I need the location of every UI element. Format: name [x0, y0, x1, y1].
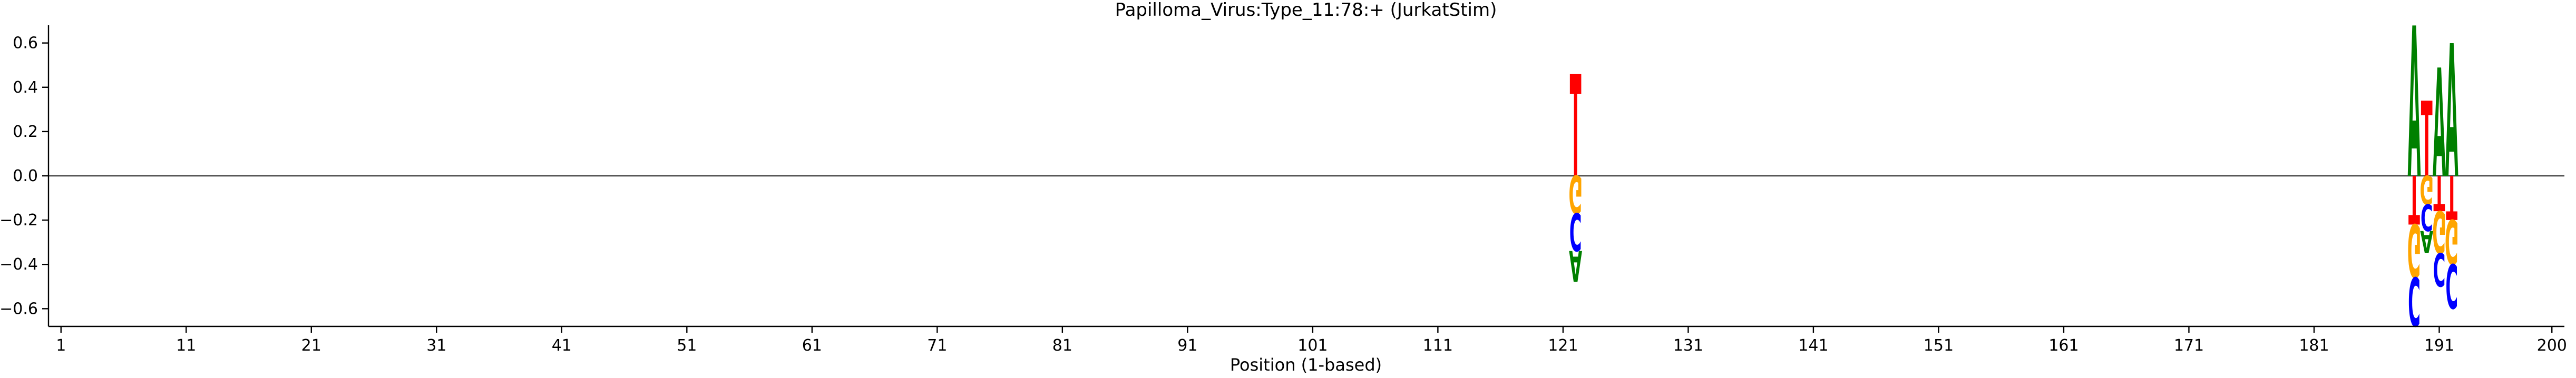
- x-tick-label: 41: [552, 336, 572, 355]
- logo-letter-C: C: [1569, 201, 1582, 261]
- logo-letter-G: G: [2407, 207, 2421, 292]
- logo-letter-A: A: [1569, 241, 1582, 290]
- y-tick-label: −0.2: [0, 211, 38, 230]
- logo-letter-T: T: [2421, 81, 2433, 201]
- y-tick-label: 0.4: [13, 78, 38, 97]
- logo-letter-G: G: [1568, 163, 1582, 223]
- y-tick-label: 0.2: [13, 123, 38, 141]
- y-tick-label: −0.6: [0, 300, 38, 318]
- chart-title: Papilloma_Virus:Type_11:78:+ (JurkatStim…: [1115, 0, 1497, 21]
- x-tick-label: 81: [1052, 336, 1072, 355]
- x-tick-label: 31: [426, 336, 446, 355]
- x-tick-label: 131: [1673, 336, 1703, 355]
- logo-letter-C: C: [2408, 262, 2421, 340]
- logo-letter-T: T: [1570, 46, 1582, 209]
- x-tick-label: 21: [301, 336, 321, 355]
- logo-letter-A: A: [2408, 0, 2421, 225]
- y-axis-ticks: −0.6 −0.4 −0.2 0.0 0.2 0.4 0.6: [0, 34, 48, 318]
- x-tick-label: 121: [1548, 336, 1578, 355]
- logo-letter-C: C: [2445, 250, 2458, 321]
- x-tick-label: 200: [2537, 336, 2567, 355]
- y-tick-label: −0.4: [0, 255, 38, 274]
- x-axis-ticks: 1 11 21 31 41 51 61 71 81 91 101 111 121 131 141 151 161…: [56, 326, 2567, 355]
- x-tick-label: 191: [2424, 336, 2454, 355]
- logo-letter-A: A: [2433, 39, 2446, 211]
- logo-letter-G: G: [2420, 166, 2434, 212]
- x-tick-label: 141: [1798, 336, 1828, 355]
- x-tick-label: 111: [1423, 336, 1453, 355]
- x-tick-label: 71: [927, 336, 947, 355]
- x-tick-label: 181: [2299, 336, 2329, 355]
- x-tick-label: 151: [1924, 336, 1954, 355]
- logo-letter-T: T: [2408, 160, 2420, 238]
- logo-letter-C: C: [2421, 196, 2433, 238]
- x-tick-label: 11: [176, 336, 196, 355]
- y-tick-label: 0.0: [13, 167, 38, 185]
- logo-letter-C: C: [2433, 242, 2446, 295]
- x-tick-label: 1: [56, 336, 66, 355]
- logo-letter-A: A: [2420, 224, 2433, 260]
- x-tick-label: 51: [677, 336, 697, 355]
- logo-letter-G: G: [2445, 206, 2458, 277]
- logo-letter-A: A: [2445, 7, 2458, 219]
- x-axis-label: Position (1-based): [1230, 355, 1382, 375]
- x-tick-label: 171: [2174, 336, 2204, 355]
- x-tick-label: 161: [2048, 336, 2079, 355]
- x-tick-label: 101: [1297, 336, 1328, 355]
- logo-letter-T: T: [2446, 162, 2457, 233]
- logo-letter-T: T: [2434, 164, 2445, 220]
- logo-letter-G: G: [2432, 197, 2446, 264]
- x-tick-label: 61: [802, 336, 822, 355]
- y-tick-label: 0.6: [13, 34, 38, 53]
- x-tick-label: 91: [1177, 336, 1197, 355]
